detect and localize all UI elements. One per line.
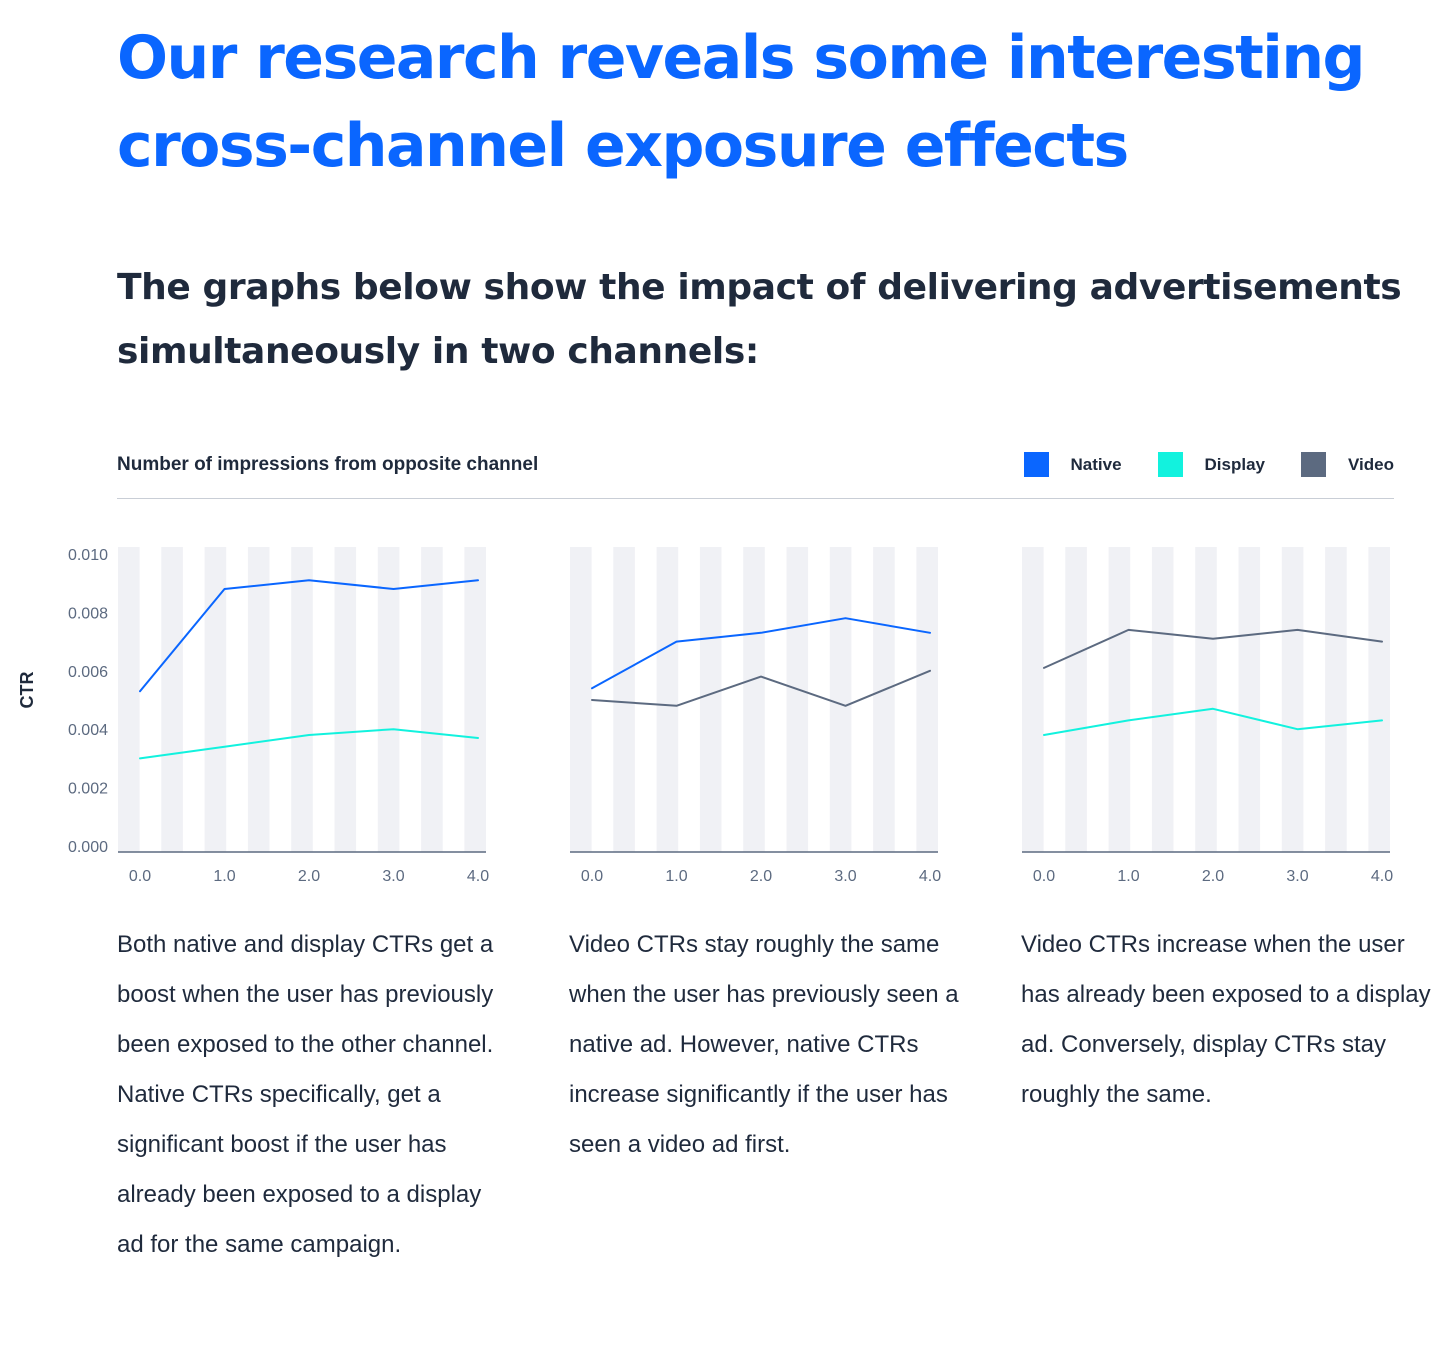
chart-3-series-video-line [1043, 628, 1383, 669]
chart-2-grid-stripe [743, 547, 765, 852]
chart-1-y-tick-label: 0.002 [68, 781, 108, 798]
chart-1-y-tick-label: 0.006 [68, 664, 108, 681]
chart-1-grid-stripe [377, 547, 400, 852]
chart-2-x-tick-label: 3.0 [834, 868, 856, 885]
chart-1-y-tick-label: 0.000 [68, 839, 108, 856]
legend-label-display: Display [1204, 454, 1266, 474]
chart-2-grid-stripe [829, 547, 852, 852]
chart-1-series-native-line [139, 579, 479, 693]
chart-2-x-tick-label: 4.0 [919, 868, 941, 885]
chart-1-x-tick-label: 4.0 [467, 868, 489, 885]
chart-3-x-tick-label: 3.0 [1286, 868, 1308, 885]
chart-2-grid-stripe [699, 547, 722, 852]
chart-3-x-tick-label: 0.0 [1033, 868, 1055, 885]
chart-3-x-tick-label: 4.0 [1371, 868, 1393, 885]
chart-2-x-tick-label: 1.0 [665, 868, 687, 885]
chart-3-x-tick-label: 1.0 [1117, 868, 1139, 885]
chart-1-grid-stripe [464, 547, 486, 852]
chart-legend-header: Number of impressions from opposite chan… [117, 446, 1394, 499]
charts-svg: 0.0 1.0 2.0 3.0 4.0 0.000 0.002 0.004 0.006 0.008… [17, 547, 1393, 885]
chart-1-x-tick-label: 0.0 [129, 868, 151, 885]
chart-1-y-tick-label: 0.004 [68, 722, 108, 739]
chart-2-grid-stripe [916, 547, 938, 852]
legend-item-native: Native [1023, 452, 1122, 477]
legend-title: Number of impressions from opposite chan… [117, 454, 539, 475]
chart-3-grid-stripe [1281, 547, 1304, 852]
chart-1-grid-stripe [291, 547, 313, 852]
page-headline: Our research reveals some interesting cr… [117, 23, 1365, 181]
chart-3-grid-stripe [1325, 547, 1347, 852]
legend-swatch-native [1023, 452, 1049, 477]
chart-2-caption: Video CTRs stay roughly the same when th… [569, 931, 959, 1158]
chart-2-x-tick-label: 2.0 [750, 868, 772, 885]
chart-3-caption: Video CTRs increase when the user has al… [1021, 931, 1431, 1108]
chart-3-grid-stripe [1195, 547, 1217, 852]
chart-1-grid-stripe [421, 547, 443, 852]
chart-1-x-tick-label: 2.0 [298, 868, 320, 885]
chart-1-grid-stripe [161, 547, 183, 852]
chart-1-grid-stripe [118, 547, 140, 852]
legend-label-native: Native [1070, 454, 1122, 474]
chart-3-grid-stripe [1065, 547, 1087, 852]
chart-3-grid-stripe [1368, 547, 1390, 852]
chart-2-x-tick-label: 0.0 [581, 868, 603, 885]
chart-2-series-video-line [591, 669, 931, 707]
legend: Native Display Video [988, 452, 1394, 477]
chart-3-grid-stripe [1108, 547, 1131, 852]
legend-label-video: Video [1348, 454, 1394, 474]
chart-1-y-tick-label: 0.010 [68, 547, 108, 564]
legend-item-display: Display [1157, 452, 1266, 477]
chart-1-series-display-line [139, 728, 479, 760]
chart-1-caption: Both native and display CTRs get a boost… [117, 931, 494, 1258]
chart-3-grid-stripe [1022, 547, 1044, 852]
chart-1-x-tick-label: 1.0 [213, 868, 235, 885]
chart-2-series-native-line [591, 617, 931, 690]
chart-1-y-tick-label: 0.008 [68, 605, 108, 622]
page-subheadline: The graphs below show the impact of deli… [117, 267, 1402, 372]
legend-swatch-video [1301, 452, 1327, 477]
chart-3-grid-stripe [1238, 547, 1261, 852]
chart-1-x-tick-label: 3.0 [382, 868, 404, 885]
chart-3-series-display-line [1043, 707, 1383, 736]
chart-1-grid-stripe [334, 547, 357, 852]
chart-3-grid-stripe [1151, 547, 1174, 852]
chart-2-grid-stripe [873, 547, 895, 852]
chart-1-grid-stripe [247, 547, 270, 852]
chart-2-grid-stripe [786, 547, 809, 852]
chart-2-grid-stripe [613, 547, 635, 852]
chart-1-y-axis-label: CTR [17, 672, 37, 709]
legend-item-video: Video [1301, 452, 1394, 477]
chart-2-grid-stripe [570, 547, 592, 852]
chart-2-grid-stripe [656, 547, 679, 852]
chart-3-x-tick-label: 2.0 [1202, 868, 1224, 885]
legend-swatch-display [1157, 452, 1183, 477]
chart-1-grid-stripe [204, 547, 227, 852]
